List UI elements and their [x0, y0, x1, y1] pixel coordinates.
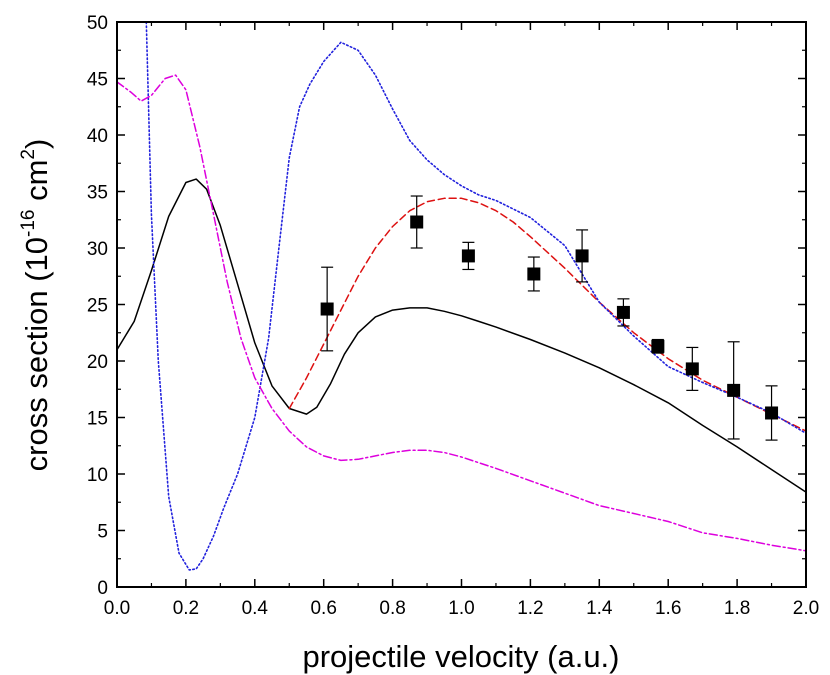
series-layer: [117, 22, 806, 571]
x-tick-label-1.8: 1.8: [724, 598, 750, 619]
data-point-1: [320, 302, 334, 316]
points-layer: [320, 195, 779, 441]
x-tick-label-2.0: 2.0: [793, 598, 819, 619]
data-point-3: [461, 249, 475, 263]
y-tick-label-20: 20: [87, 352, 108, 373]
y-tick-label-25: 25: [87, 296, 108, 317]
data-point-5: [575, 249, 589, 263]
y-axis-title-exp1: -16: [18, 210, 39, 237]
data-point-7: [651, 339, 665, 353]
data-point-6: [616, 305, 630, 319]
x-tick-label-0.8: 0.8: [379, 598, 405, 619]
y-axis-title-suffix: ): [19, 139, 54, 149]
series-line-4-dash-dot: [117, 74, 806, 552]
y-tick-label-5: 5: [97, 522, 108, 543]
y-tick-label-30: 30: [87, 239, 108, 260]
y-tick-label-35: 35: [87, 183, 108, 204]
x-tick-label-1.6: 1.6: [655, 598, 681, 619]
x-tick-label-0.0: 0.0: [104, 598, 130, 619]
x-tick-label-0.4: 0.4: [242, 598, 269, 619]
series-line-3-dotted: [145, 22, 806, 571]
y-tick-label-15: 15: [87, 409, 108, 430]
x-tick-label-0.2: 0.2: [173, 598, 199, 619]
y-axis-title-prefix: cross section (10: [19, 237, 54, 471]
x-tick-label-1.4: 1.4: [586, 598, 613, 619]
y-axis-title-exp2: 2: [18, 149, 39, 160]
x-tick-label-0.6: 0.6: [310, 598, 336, 619]
data-point-4: [527, 267, 541, 281]
y-tick-label-45: 45: [87, 70, 108, 91]
ticks-layer: 0.0 0.2 0.4 0.6 0.8 1.0 1.2 1.4 1.6 1.8 2.0 0 5 10 15 2…: [87, 13, 819, 619]
data-point-8: [685, 362, 699, 376]
data-point-9: [727, 383, 741, 397]
y-tick-label-40: 40: [87, 126, 108, 147]
y-axis-title: cross section (10-16 cm2): [18, 139, 54, 472]
x-axis-title: projectile velocity (a.u.): [302, 639, 619, 674]
y-tick-label-10: 10: [87, 465, 108, 486]
data-point-2: [410, 215, 424, 229]
y-tick-label-0: 0: [97, 578, 108, 599]
series-line-1-solid: [117, 178, 806, 493]
x-tick-label-1.2: 1.2: [517, 598, 543, 619]
y-axis-title-unit: cm: [19, 160, 54, 210]
series-line-2-dashed: [288, 197, 806, 432]
y-tick-label-50: 50: [87, 13, 108, 34]
data-point-10: [765, 406, 779, 420]
x-tick-label-1.0: 1.0: [448, 598, 474, 619]
